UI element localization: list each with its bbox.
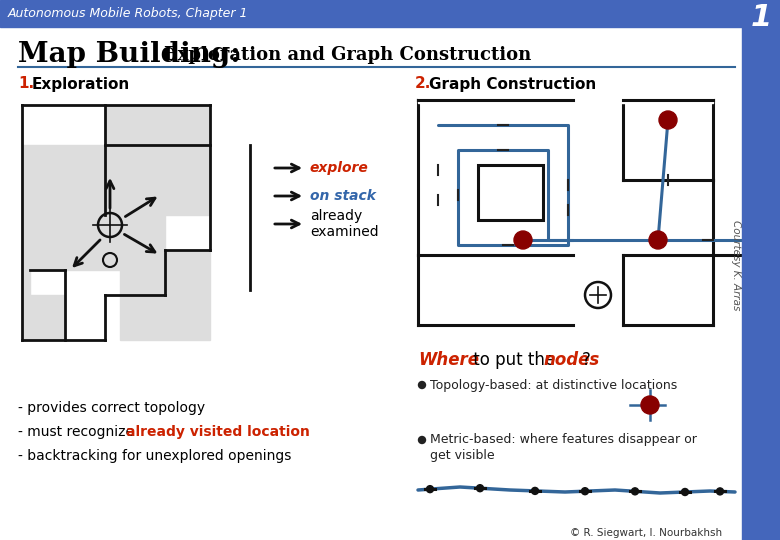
Text: get visible: get visible [430, 449, 495, 462]
Text: Exploration: Exploration [32, 77, 130, 91]
Text: Topology-based: at distinctive locations: Topology-based: at distinctive locations [430, 379, 677, 392]
Text: © R. Siegwart, I. Nourbakhsh: © R. Siegwart, I. Nourbakhsh [570, 528, 722, 538]
Circle shape [582, 488, 588, 495]
Bar [0, 0, 742, 27]
Text: 2.: 2. [415, 77, 431, 91]
Text: already
examined: already examined [310, 209, 378, 239]
Text: already visited location: already visited location [126, 425, 310, 439]
Text: - must recognize: - must recognize [18, 425, 138, 439]
Circle shape [419, 436, 426, 443]
Text: Exploration and Graph Construction: Exploration and Graph Construction [164, 46, 531, 64]
Text: - provides correct topology: - provides correct topology [18, 401, 205, 415]
Circle shape [514, 231, 532, 249]
Circle shape [717, 488, 724, 495]
Text: Map Building:: Map Building: [18, 42, 240, 69]
Polygon shape [22, 105, 210, 340]
Text: on stack: on stack [310, 189, 376, 203]
Circle shape [641, 396, 659, 414]
Circle shape [632, 488, 639, 495]
Circle shape [682, 489, 689, 496]
Text: Autonomous Mobile Robots, Chapter 1: Autonomous Mobile Robots, Chapter 1 [8, 8, 249, 21]
Text: 1: 1 [750, 3, 771, 32]
Circle shape [649, 231, 667, 249]
Circle shape [659, 111, 677, 129]
Bar [742, 0, 780, 540]
Text: - backtracking for unexplored openings: - backtracking for unexplored openings [18, 449, 292, 463]
Text: explore: explore [310, 161, 369, 175]
Bar [478, 165, 543, 220]
Circle shape [477, 485, 484, 492]
Bar [418, 97, 713, 103]
Circle shape [419, 381, 426, 388]
Text: ?: ? [582, 351, 591, 369]
Text: Courtesy K. Arras: Courtesy K. Arras [731, 220, 741, 310]
Text: Where: Where [418, 351, 479, 369]
Circle shape [427, 485, 434, 492]
Text: Metric-based: where features disappear or: Metric-based: where features disappear o… [430, 434, 697, 447]
Text: to put the: to put the [468, 351, 560, 369]
Circle shape [531, 488, 538, 495]
Text: nodes: nodes [543, 351, 599, 369]
Text: 1.: 1. [18, 77, 34, 91]
Text: Graph Construction: Graph Construction [429, 77, 596, 91]
